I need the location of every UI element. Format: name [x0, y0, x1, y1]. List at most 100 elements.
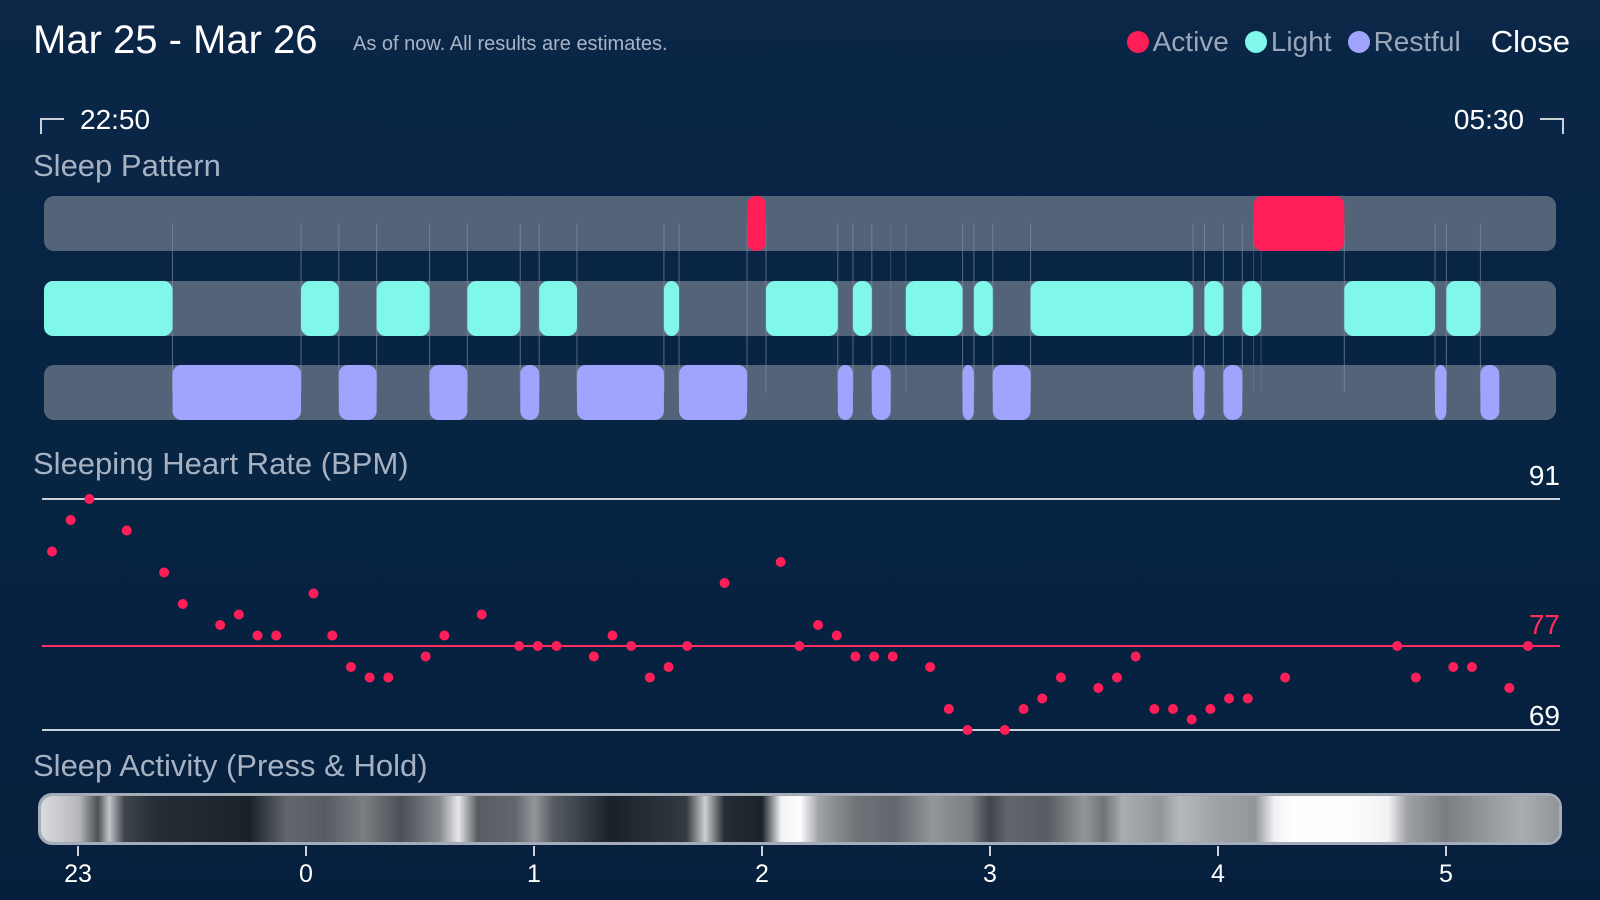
- legend-light: Light: [1244, 26, 1332, 58]
- sleep-segment-restful: [837, 365, 853, 420]
- hr-point: [1224, 693, 1235, 704]
- activity-title: Sleep Activity (Press & Hold): [33, 748, 428, 783]
- hr-point: [831, 630, 842, 641]
- hr-point: [1149, 704, 1160, 714]
- sleep-segment-restful: [1193, 365, 1205, 420]
- sleep-segment-restful: [871, 365, 891, 420]
- sleep-segment-restful: [520, 365, 540, 420]
- activity-tick-mark: [305, 846, 307, 856]
- hr-point: [682, 641, 693, 651]
- hr-point: [551, 641, 562, 651]
- activity-gradient: [41, 796, 1559, 842]
- hr-point: [962, 725, 973, 735]
- sleep-segment-light: [1204, 281, 1224, 336]
- hr-point: [121, 525, 132, 536]
- time-end: 05:30: [1454, 104, 1564, 136]
- restful-dot-icon: [1347, 31, 1370, 53]
- legend-light-label: Light: [1270, 26, 1332, 57]
- sleep-segment-light: [905, 281, 963, 336]
- hr-point: [215, 620, 226, 630]
- sleep-segment-restful: [172, 365, 302, 420]
- hr-point: [999, 725, 1010, 735]
- time-start: 22:50: [40, 104, 150, 136]
- sleep-segment-restful: [576, 365, 664, 420]
- hr-point: [775, 557, 786, 567]
- activity-tick-mark: [1217, 846, 1219, 856]
- sleep-segment-light: [1344, 281, 1436, 336]
- hr-point: [1448, 662, 1459, 672]
- activity-tick-label: 23: [64, 860, 92, 888]
- activity-tick-mark: [1445, 846, 1447, 856]
- active-dot-icon: [1126, 31, 1149, 53]
- sleep-segment-light: [1030, 281, 1194, 336]
- heart-rate-title: Sleeping Heart Rate (BPM): [33, 446, 409, 481]
- sleep-segment-restful: [429, 365, 468, 420]
- hr-point: [1018, 704, 1029, 714]
- hr-point: [345, 662, 356, 672]
- hr-point: [719, 578, 730, 588]
- hr-point: [869, 651, 880, 662]
- activity-tick-mark: [77, 846, 79, 856]
- hr-point: [1466, 662, 1477, 672]
- hr-point: [47, 546, 57, 557]
- hr-point: [1392, 641, 1403, 651]
- sleep-segment-restful: [962, 365, 974, 420]
- hr-point: [1037, 693, 1048, 704]
- hr-max-label: 91: [1528, 460, 1560, 491]
- activity-tick-label: 1: [527, 860, 541, 888]
- sleep-segment-restful: [1435, 365, 1447, 420]
- sleep-segment-restful: [679, 365, 748, 420]
- sleep-segment-light: [765, 281, 838, 336]
- bracket-right-icon: [1540, 118, 1564, 134]
- activity-tick-label: 2: [755, 860, 769, 888]
- hr-point: [233, 609, 244, 620]
- hr-point: [327, 630, 338, 641]
- hr-point: [943, 704, 954, 714]
- hr-point: [514, 641, 525, 651]
- hr-mid-label: 77: [1528, 609, 1560, 640]
- hr-point: [65, 515, 76, 525]
- sleep-segment-restful: [1223, 365, 1243, 420]
- hr-point: [476, 609, 487, 620]
- hr-point: [177, 599, 188, 609]
- hr-point: [925, 662, 936, 672]
- hr-point: [1111, 672, 1122, 683]
- hr-point: [308, 588, 319, 599]
- hr-point: [794, 641, 805, 651]
- close-button[interactable]: Close: [1490, 24, 1570, 59]
- sleep-track-restful: [44, 365, 1556, 420]
- sleep-segment-light: [467, 281, 521, 336]
- hr-point: [1055, 672, 1066, 683]
- hr-point: [1504, 683, 1515, 693]
- activity-heat-bar[interactable]: [38, 793, 1562, 845]
- hr-point: [439, 630, 450, 641]
- hr-point: [420, 651, 431, 662]
- sleep-segment-light: [539, 281, 577, 336]
- hr-min-label: 69: [1528, 700, 1560, 731]
- hr-point: [607, 630, 618, 641]
- page-subtitle: As of now. All results are estimates.: [353, 33, 668, 55]
- hr-point: [84, 494, 95, 504]
- activity-tick-mark: [533, 846, 535, 856]
- sleep-segment-light: [1242, 281, 1262, 336]
- sleep-segment-light: [301, 281, 339, 336]
- sleep-segment-light: [44, 281, 173, 336]
- activity-tick-label: 5: [1439, 860, 1453, 888]
- hr-point: [364, 672, 375, 683]
- sleep-segment-light: [1446, 281, 1481, 336]
- hr-point: [850, 651, 861, 662]
- sleep-segment-restful: [1480, 365, 1500, 420]
- hr-point: [1242, 693, 1253, 704]
- hr-point: [588, 651, 599, 662]
- activity-tick-label: 4: [1211, 860, 1225, 888]
- hr-point: [1093, 683, 1104, 693]
- hr-point: [813, 620, 824, 630]
- sleep-segment-restful: [338, 365, 377, 420]
- hr-point: [271, 630, 282, 641]
- sleep-segment-restful: [992, 365, 1031, 420]
- activity-tick-label: 0: [299, 860, 313, 888]
- hr-point: [1205, 704, 1216, 714]
- hr-point: [1280, 672, 1291, 683]
- sleep-segment-light: [663, 281, 680, 336]
